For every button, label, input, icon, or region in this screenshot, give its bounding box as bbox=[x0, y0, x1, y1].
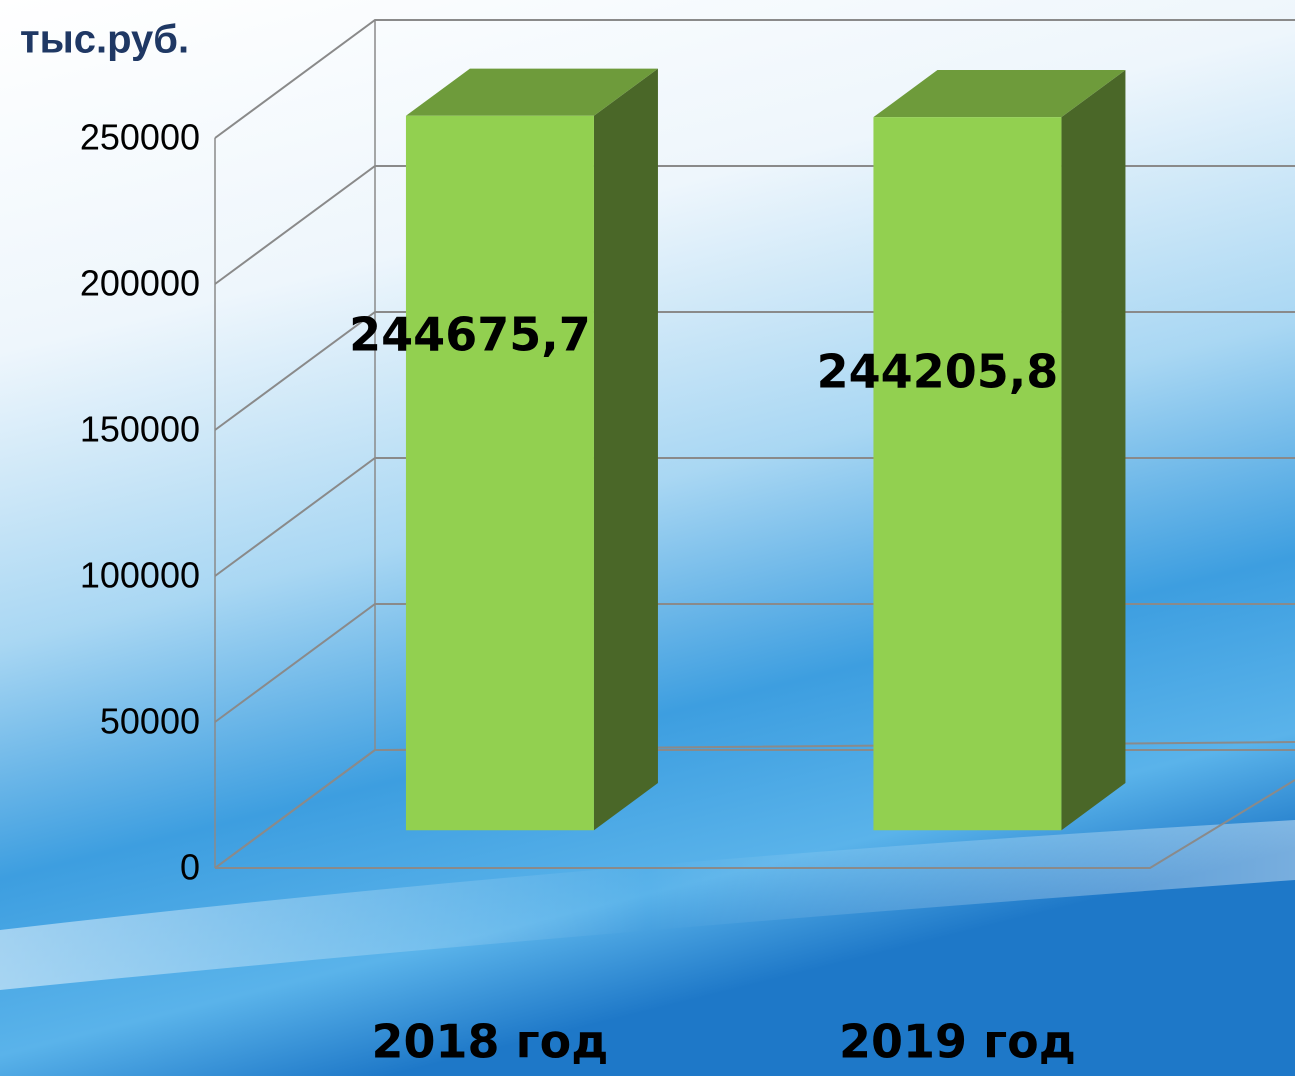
bar-top bbox=[873, 69, 1126, 118]
grid-line bbox=[214, 19, 1295, 139]
y-tick-label: 150000 bbox=[80, 409, 200, 450]
background-wave bbox=[0, 820, 1295, 990]
bar-side bbox=[593, 68, 658, 831]
data-label: 244205,8 bbox=[817, 345, 1059, 399]
data-label: 244675,7 bbox=[349, 308, 591, 362]
y-tick-label: 50000 bbox=[100, 701, 200, 742]
y-axis-label: тыс.руб. bbox=[20, 18, 189, 62]
y-tick-label: 250000 bbox=[80, 117, 200, 158]
bar bbox=[873, 69, 1126, 831]
y-tick-label: 200000 bbox=[80, 263, 200, 304]
bar-top bbox=[405, 68, 658, 116]
bar-front bbox=[873, 117, 1062, 831]
y-tick-label: 0 bbox=[180, 847, 200, 888]
bar-front bbox=[405, 115, 594, 831]
y-tick-label: 100000 bbox=[80, 555, 200, 596]
bar bbox=[405, 68, 658, 831]
x-tick-label: 2018 год bbox=[372, 1015, 609, 1069]
x-tick-label: 2019 год bbox=[839, 1015, 1076, 1069]
bar-side bbox=[1061, 69, 1126, 831]
